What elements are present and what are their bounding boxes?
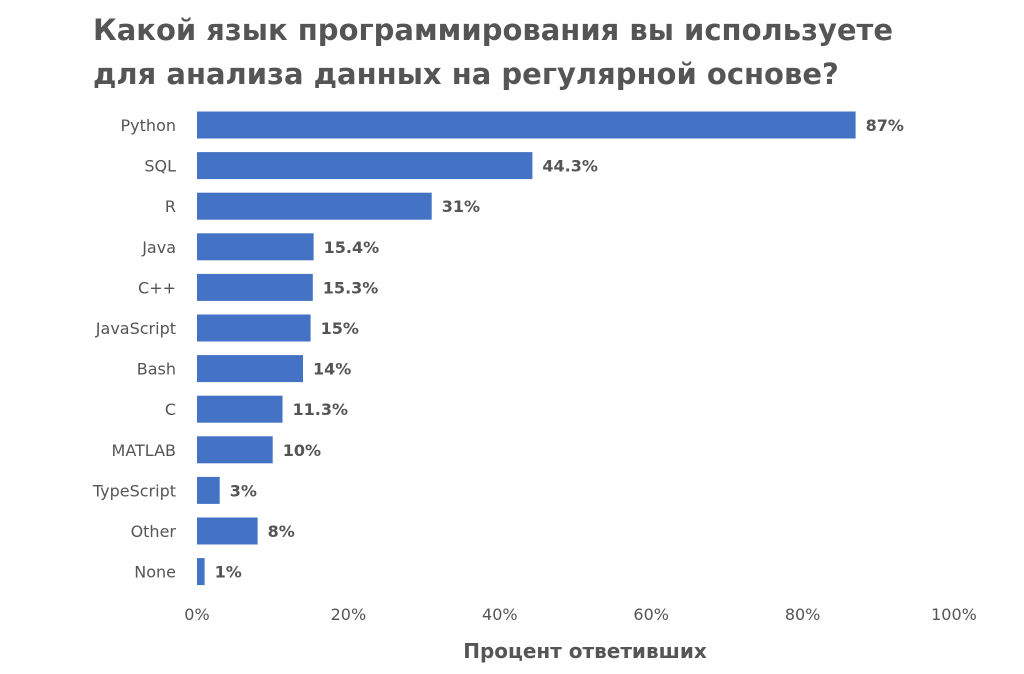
category-label: TypeScript	[92, 481, 176, 500]
bar-c	[197, 395, 283, 423]
category-label: MATLAB	[112, 441, 176, 460]
value-label: 15%	[321, 319, 359, 338]
chart-title: Какой язык программирования вы используе…	[93, 13, 893, 91]
value-label: 15.4%	[324, 238, 380, 257]
bar-none	[197, 558, 205, 586]
value-labels-group: 87% 44.3% 31% 15.4% 15.3% 15% 14% 11.3% 10% 3% 8% 1…	[215, 116, 904, 582]
category-label: None	[134, 563, 176, 582]
category-label: R	[165, 197, 176, 216]
x-tick-label: 60%	[633, 605, 669, 624]
category-label: C++	[138, 278, 176, 297]
value-label: 14%	[313, 360, 351, 379]
x-axis-label: Процент ответивших	[463, 639, 707, 663]
category-label: Bash	[137, 360, 176, 379]
bar-python	[197, 111, 856, 139]
category-label: Java	[141, 238, 176, 257]
bar-java	[197, 233, 314, 261]
x-tick-label: 20%	[331, 605, 367, 624]
value-label: 31%	[442, 197, 480, 216]
bar-other	[197, 517, 258, 545]
category-label: Python	[121, 116, 176, 135]
value-label: 8%	[268, 522, 295, 541]
bar-matlab	[197, 436, 273, 464]
value-label: 11.3%	[293, 400, 349, 419]
category-label: Other	[131, 522, 177, 541]
value-label: 44.3%	[542, 157, 598, 176]
bars-group	[197, 111, 856, 586]
category-label: JavaScript	[95, 319, 176, 338]
value-label: 87%	[866, 116, 904, 135]
value-label: 1%	[215, 563, 242, 582]
bar-sql	[197, 152, 533, 180]
bar-typescript	[197, 476, 220, 504]
bar-r	[197, 192, 432, 220]
x-tick-label: 80%	[785, 605, 821, 624]
bar-javascript	[197, 314, 311, 342]
bar-c-	[197, 273, 313, 301]
value-label: 10%	[283, 441, 321, 460]
x-tick-label: 100%	[931, 605, 977, 624]
value-label: 3%	[230, 481, 257, 500]
bar-bash	[197, 355, 303, 383]
x-tick-label: 40%	[482, 605, 518, 624]
x-tick-label: 0%	[184, 605, 209, 624]
x-tick-labels-group: 0% 20% 40% 60% 80% 100%	[184, 605, 977, 624]
value-label: 15.3%	[323, 278, 379, 297]
category-label: C	[165, 400, 176, 419]
category-labels-group: Python SQL R Java C++ JavaScript Bash C MATLAB Ty…	[92, 116, 177, 582]
category-label: SQL	[144, 157, 176, 176]
